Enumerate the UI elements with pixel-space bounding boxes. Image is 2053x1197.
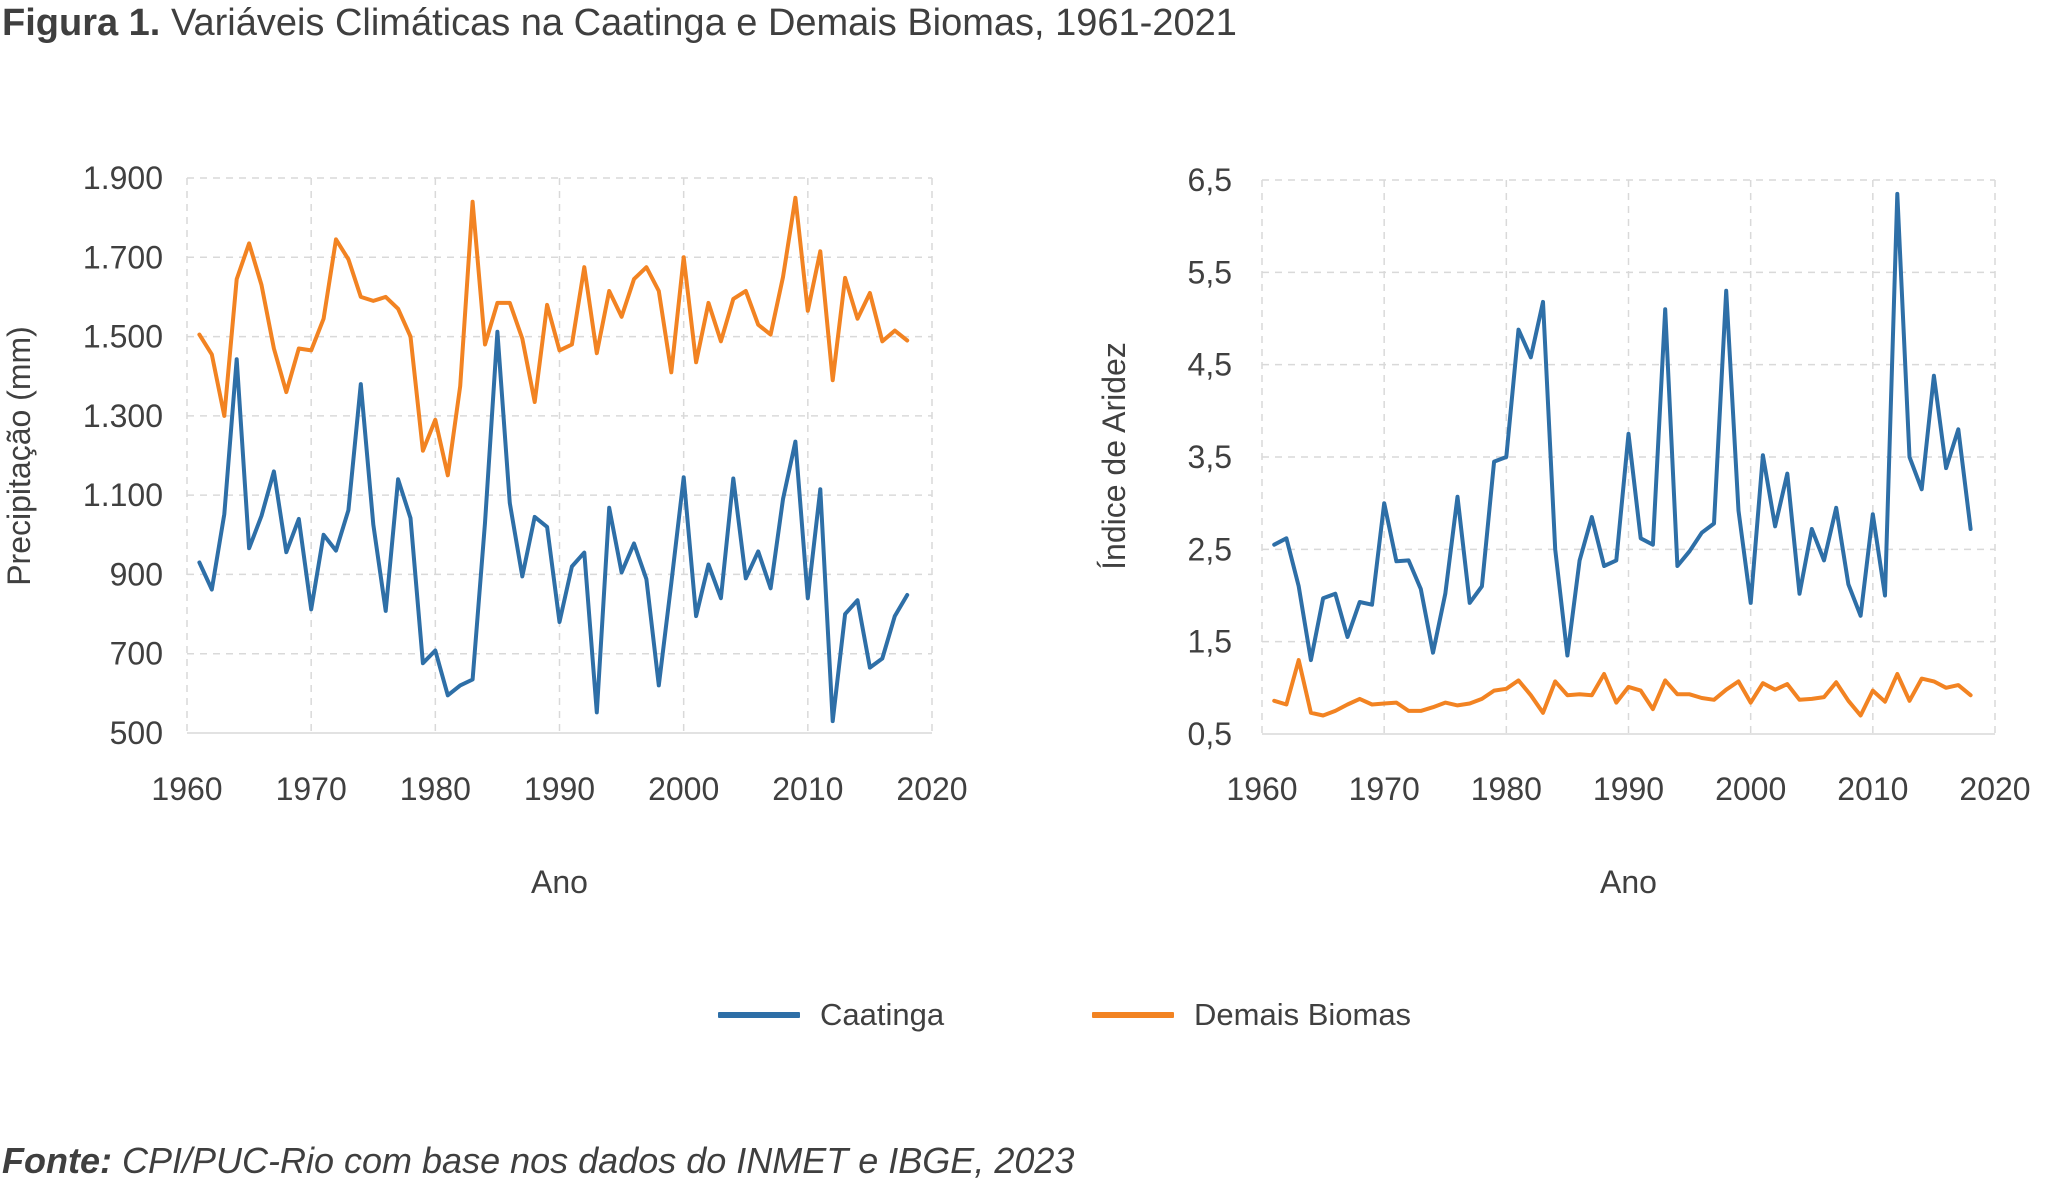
- source-note-text: CPI/PUC-Rio com base nos dados do INMET …: [121, 1140, 1075, 1181]
- figure-title: Figura 1. Variáveis Climáticas na Caatin…: [2, 2, 1237, 45]
- precipitation-y-tick-label: 1.700: [83, 239, 163, 275]
- precipitation-x-tick-label: 1990: [524, 771, 595, 807]
- precipitation-x-tick-label: 2010: [772, 771, 843, 807]
- aridity-x-tick-label: 1980: [1471, 771, 1542, 807]
- precipitation-y-tick-label: 1.300: [83, 398, 163, 434]
- precipitation-y-tick-label: 700: [110, 636, 163, 672]
- legend-item-caatinga: Caatinga: [718, 990, 944, 1040]
- precipitation-x-tick-label: 1970: [276, 771, 347, 807]
- legend-label-demais-biomas: Demais Biomas: [1194, 997, 1412, 1032]
- figure-title-lead: Figura 1.: [2, 2, 161, 44]
- precipitation-x-tick-label: 1980: [400, 771, 471, 807]
- aridity-gridlines: [1261, 179, 1996, 735]
- precipitation-gridlines: [186, 177, 933, 734]
- aridity-y-tick-label: 4,5: [1188, 347, 1232, 383]
- aridity-y-tick-label: 5,5: [1188, 254, 1232, 290]
- aridity-x-tick-label: 1960: [1226, 771, 1297, 807]
- precipitation-x-tick-label: 2020: [896, 771, 967, 807]
- aridity-y-tick-label: 2,5: [1188, 531, 1232, 567]
- aridity-x-tick-label: 1970: [1349, 771, 1420, 807]
- legend-swatch-demais-biomas: [1092, 1012, 1174, 1018]
- legend-swatch-caatinga: [718, 1012, 800, 1018]
- source-note: Fonte: CPI/PUC-Rio com base nos dados do…: [2, 1140, 1074, 1182]
- precipitation-x-axis-title: Ano: [531, 864, 588, 900]
- precipitation-y-tick-label: 1.900: [83, 160, 163, 196]
- precipitation-y-axis-title: Precipitação (mm): [1, 326, 37, 586]
- precipitation-y-tick-label: 500: [110, 715, 163, 751]
- aridity-x-tick-label: 1990: [1593, 771, 1664, 807]
- precipitation-y-tick-label: 1.100: [83, 477, 163, 513]
- aridity-y-tick-label: 0,5: [1188, 716, 1232, 752]
- aridity-y-tick-label: 6,5: [1188, 162, 1232, 198]
- aridity-y-tick-label: 1,5: [1188, 624, 1232, 660]
- precipitation-x-tick-label: 1960: [151, 771, 222, 807]
- aridity-x-tick-label: 2010: [1837, 771, 1908, 807]
- precipitation-x-tick-label: 2000: [648, 771, 719, 807]
- precipitation-y-tick-label: 1.500: [83, 319, 163, 355]
- figure-title-text: Variáveis Climáticas na Caatinga e Demai…: [170, 2, 1237, 44]
- aridity-y-axis-title: Índice de Aridez: [1096, 342, 1132, 570]
- chart-legend: Caatinga Demais Biomas: [0, 990, 2053, 1040]
- aridity-x-axis-title: Ano: [1600, 864, 1657, 900]
- aridity-x-tick-label: 2020: [1959, 771, 2030, 807]
- legend-item-demais-biomas: Demais Biomas: [1092, 990, 1411, 1040]
- precipitation-series-demais-biomas-line: [197, 195, 910, 478]
- aridity-series-demais-biomas-line: [1272, 658, 1973, 718]
- aridity-x-tick-label: 2000: [1715, 771, 1786, 807]
- aridity-series-caatinga-line: [1272, 191, 1973, 663]
- precipitation-y-tick-label: 900: [110, 556, 163, 592]
- aridity-y-tick-label: 3,5: [1188, 439, 1232, 475]
- source-note-lead: Fonte:: [2, 1140, 112, 1181]
- precipitation-series-caatinga-line: [197, 329, 910, 724]
- legend-label-caatinga: Caatinga: [820, 997, 945, 1032]
